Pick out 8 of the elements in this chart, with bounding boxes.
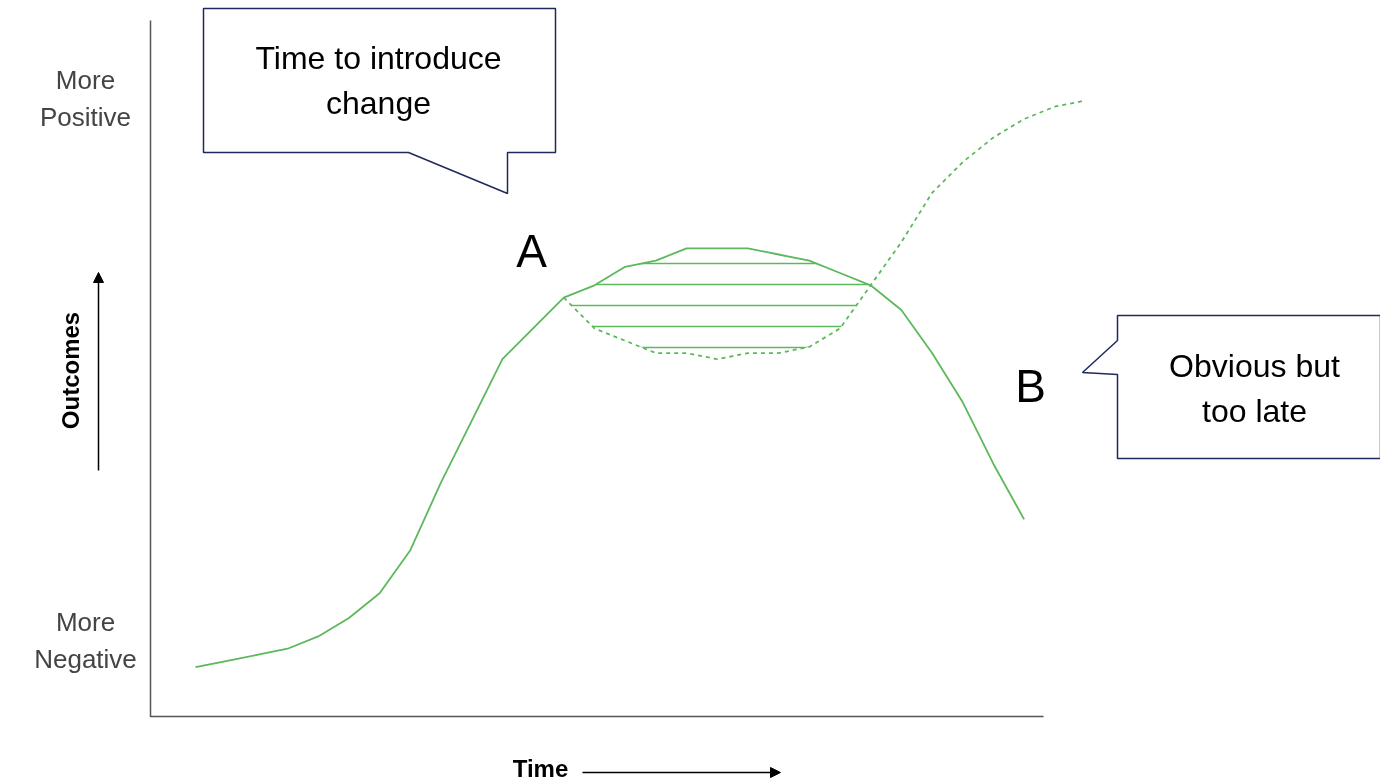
text: Obvious but too late	[1169, 348, 1340, 429]
text: More Positive	[39, 64, 132, 133]
annotation: B	[1015, 359, 1046, 412]
y-axis-title: Outcomes	[57, 311, 84, 430]
annotation: A	[516, 224, 548, 277]
text: More Negative	[34, 606, 137, 675]
x-axis-title: Time	[512, 755, 569, 781]
annotation: Time to introduce change	[255, 40, 502, 121]
